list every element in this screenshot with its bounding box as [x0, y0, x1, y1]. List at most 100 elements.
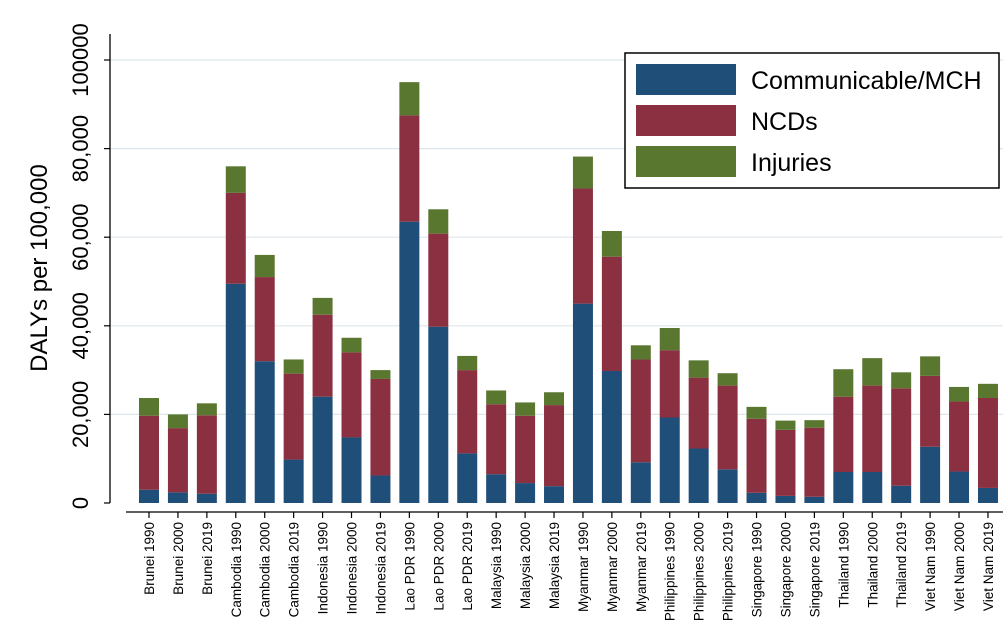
bar-segment — [283, 459, 304, 503]
y-tick-label: 0 — [68, 497, 93, 509]
bar-segment — [601, 370, 622, 503]
x-tick-label: Myanmar 2019 — [634, 522, 649, 612]
bar-segment — [139, 398, 159, 416]
bar-segment — [659, 328, 680, 351]
bar-segment — [688, 360, 709, 378]
bar-segment — [804, 420, 825, 428]
bars — [139, 82, 998, 503]
x-tick-label: Singapore 2000 — [778, 522, 793, 617]
bar-segment — [949, 386, 970, 402]
x-tick-label: Philippines 2019 — [721, 522, 736, 621]
bar-segment — [891, 485, 912, 503]
bar-segment — [457, 453, 478, 503]
y-tick-label: 80,000 — [68, 115, 93, 182]
x-tick-label: Viet Nam 2019 — [981, 522, 996, 611]
legend-label: NCDs — [751, 108, 818, 136]
y-tick-label: 60,000 — [68, 204, 93, 271]
bar-segment — [862, 358, 883, 386]
x-tick-label: Brunei 1990 — [142, 522, 157, 595]
legend-label: Injuries — [751, 149, 832, 177]
bar-segment — [891, 372, 912, 389]
bar-segment — [457, 370, 478, 454]
legend: Communicable/MCH NCDs Injuries — [624, 52, 1000, 189]
bar-segment — [370, 378, 391, 476]
bar-segment — [601, 256, 622, 371]
bar-segment — [312, 314, 333, 397]
bar-segment — [341, 437, 362, 503]
bar-segment — [341, 337, 362, 353]
bar-segment — [486, 474, 507, 503]
x-tick-label: Singapore 2019 — [807, 522, 822, 617]
x-tick-label: Cambodia 1990 — [229, 522, 244, 617]
bar-segment — [167, 492, 188, 503]
bar-segment — [515, 402, 536, 416]
y-axis-label: DALYs per 100,000 — [26, 164, 53, 372]
x-tick-label: Malaysia 1990 — [489, 522, 504, 609]
axes — [104, 34, 1003, 518]
bar-segment — [312, 396, 333, 503]
bar-segment — [659, 417, 680, 503]
bar-segment — [428, 209, 449, 234]
bar-segment — [399, 221, 420, 503]
x-tick-label: Brunei 2000 — [171, 522, 186, 595]
x-tick-label: Cambodia 2000 — [258, 522, 273, 617]
bar-segment — [688, 377, 709, 449]
bar-segment — [515, 483, 536, 503]
x-tick-label: Thailand 2019 — [894, 522, 909, 608]
bar-segment — [572, 188, 593, 304]
x-tick-label: Viet Nam 1990 — [923, 522, 938, 611]
bar-segment — [630, 345, 651, 360]
x-tick-label: Malaysia 2019 — [547, 522, 562, 609]
legend-swatch — [636, 105, 736, 136]
x-tick-label: Myanmar 1990 — [576, 522, 591, 612]
bar-segment — [167, 428, 188, 493]
legend-label: Communicable/MCH — [751, 67, 982, 95]
bar-segment — [544, 486, 565, 503]
bar-segment — [746, 406, 767, 419]
bar-segment — [283, 373, 304, 460]
x-tick-labels: Brunei 1990 Brunei 2000 Brunei 2019 Cambodi… — [142, 522, 996, 621]
bar-segment — [572, 303, 593, 503]
bar-segment — [862, 471, 883, 503]
bar-segment — [428, 326, 449, 503]
bar-segment — [833, 471, 854, 503]
bar-segment — [544, 392, 565, 406]
bar-segment — [283, 359, 304, 374]
bar-segment — [775, 495, 796, 503]
bar-segment — [920, 375, 941, 447]
bar-segment — [225, 192, 246, 284]
bar-segment — [804, 427, 825, 497]
x-tick-label: Philippines 2000 — [692, 522, 707, 621]
bar-segment — [601, 230, 622, 257]
bar-segment — [920, 356, 941, 376]
bar-segment — [486, 404, 507, 475]
bar-segment — [428, 233, 449, 327]
bar-segment — [775, 420, 796, 430]
bar-segment — [399, 115, 420, 222]
bar-segment — [572, 156, 593, 189]
x-tick-label: Lao PDR 1990 — [402, 522, 417, 611]
x-tick-label: Malaysia 2000 — [518, 522, 533, 609]
bar-segment — [688, 448, 709, 503]
bar-segment — [225, 283, 246, 503]
bar-segment — [254, 277, 275, 362]
x-tick-label: Viet Nam 2000 — [952, 522, 967, 611]
bar-segment — [891, 388, 912, 486]
bar-segment — [746, 418, 767, 493]
bar-segment — [167, 414, 188, 429]
bar-segment — [312, 297, 333, 315]
bar-segment — [659, 350, 680, 418]
bar-segment — [804, 496, 825, 503]
x-tick-label: Singapore 1990 — [750, 522, 765, 617]
bar-segment — [457, 355, 478, 371]
bar-segment — [717, 469, 738, 503]
bar-segment — [254, 361, 275, 503]
bar-segment — [370, 370, 391, 379]
x-tick-label: Philippines 1990 — [663, 522, 678, 621]
x-tick-label: Cambodia 2019 — [287, 522, 302, 617]
bar-segment — [370, 475, 391, 503]
bar-segment — [196, 403, 217, 416]
bar-segment — [977, 398, 998, 488]
x-tick-label: Indonesia 2000 — [345, 522, 360, 614]
